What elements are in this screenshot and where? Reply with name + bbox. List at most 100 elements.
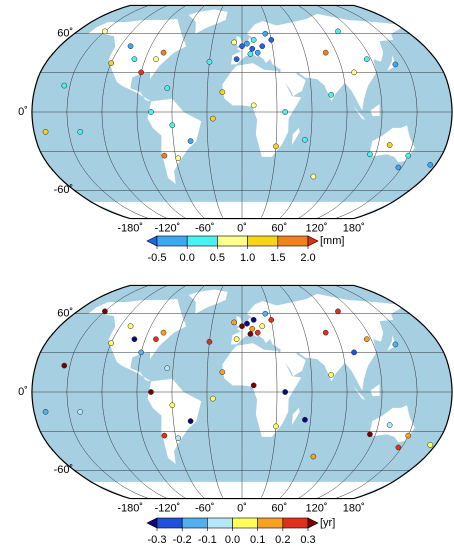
station bbox=[148, 389, 154, 395]
station bbox=[161, 152, 168, 159]
station bbox=[259, 323, 266, 330]
colorbar-tick-label: -0.1 bbox=[198, 534, 217, 546]
colorbar-tick-label: 1.5 bbox=[270, 252, 285, 264]
lon-label: -60˚ bbox=[195, 502, 215, 514]
colorbar-tick-label: 1.0 bbox=[240, 252, 255, 264]
station bbox=[169, 402, 176, 409]
colorbar-unit: [mm] bbox=[320, 235, 344, 247]
station bbox=[231, 39, 237, 46]
station bbox=[244, 320, 250, 327]
land bbox=[352, 105, 366, 120]
station bbox=[310, 173, 317, 180]
station bbox=[127, 323, 134, 330]
station bbox=[250, 102, 257, 109]
station bbox=[164, 85, 171, 92]
station bbox=[351, 69, 357, 76]
station bbox=[268, 37, 275, 43]
station bbox=[138, 69, 145, 76]
colorbar-tick-label: 0.5 bbox=[210, 252, 225, 264]
colorbar-bin bbox=[181, 517, 208, 529]
station bbox=[302, 136, 308, 143]
station bbox=[239, 323, 245, 330]
station bbox=[231, 319, 237, 326]
station bbox=[233, 336, 240, 343]
station bbox=[335, 28, 341, 35]
station bbox=[328, 371, 335, 378]
station bbox=[367, 151, 373, 158]
lon-label: -60˚ bbox=[195, 222, 215, 234]
station bbox=[273, 423, 279, 430]
station bbox=[102, 28, 108, 35]
station bbox=[250, 317, 257, 323]
land bbox=[231, 293, 402, 391]
station bbox=[392, 61, 399, 68]
station bbox=[42, 408, 49, 415]
station bbox=[127, 43, 134, 50]
colorbar-bin bbox=[247, 235, 279, 247]
station bbox=[153, 56, 159, 63]
station bbox=[239, 43, 245, 50]
station bbox=[77, 408, 84, 415]
land bbox=[188, 9, 228, 34]
colorbar-under bbox=[146, 235, 158, 247]
station bbox=[206, 58, 213, 65]
station bbox=[322, 49, 329, 56]
map-frame bbox=[31, 4, 453, 220]
station bbox=[273, 143, 279, 150]
station bbox=[102, 308, 108, 315]
station bbox=[254, 329, 261, 336]
lat-label: 60˚ bbox=[57, 28, 73, 40]
station bbox=[427, 161, 434, 168]
station bbox=[210, 115, 216, 122]
station bbox=[262, 310, 269, 317]
colorbar-tick-label: -0.2 bbox=[173, 534, 192, 546]
station bbox=[108, 60, 114, 66]
station bbox=[250, 382, 257, 389]
colorbar-bin bbox=[277, 235, 309, 247]
lon-label: 180˚ bbox=[343, 502, 365, 514]
station bbox=[175, 435, 182, 442]
station bbox=[148, 109, 154, 115]
lon-label: -180˚ bbox=[117, 222, 143, 234]
station bbox=[249, 45, 256, 52]
station bbox=[77, 128, 84, 135]
station bbox=[363, 336, 370, 343]
station bbox=[322, 329, 329, 336]
map bbox=[31, 284, 453, 500]
station bbox=[108, 340, 114, 346]
colorbar-tick-label: -0.5 bbox=[148, 252, 167, 264]
colorbar-tick-label: 2.0 bbox=[300, 252, 315, 264]
land bbox=[291, 127, 300, 146]
lon-label: 60˚ bbox=[271, 222, 287, 234]
colorbar-bin bbox=[232, 517, 258, 529]
station bbox=[206, 338, 213, 345]
colorbar-unit: [yr] bbox=[320, 517, 335, 529]
station bbox=[259, 43, 266, 50]
land bbox=[231, 13, 402, 111]
station bbox=[249, 325, 256, 332]
colorbar-bin bbox=[282, 517, 309, 529]
land bbox=[188, 289, 228, 314]
colorbar-tick-label: 0.1 bbox=[250, 534, 265, 546]
station bbox=[61, 362, 68, 369]
station bbox=[175, 155, 182, 162]
lat-label: 0˚ bbox=[18, 386, 28, 398]
lon-label: -120˚ bbox=[155, 222, 181, 234]
colorbar-bin bbox=[186, 235, 218, 247]
station bbox=[395, 444, 402, 451]
land bbox=[291, 407, 300, 426]
station bbox=[219, 89, 226, 96]
colorbar-tick-label: 0.2 bbox=[275, 534, 290, 546]
colorbar-tick-label: 0.3 bbox=[300, 534, 315, 546]
land bbox=[387, 335, 397, 352]
lat-label: -60˚ bbox=[54, 184, 74, 196]
land bbox=[352, 385, 366, 400]
land bbox=[88, 18, 187, 102]
station bbox=[160, 49, 167, 56]
station bbox=[395, 164, 402, 171]
station bbox=[282, 389, 289, 395]
station bbox=[250, 37, 257, 43]
land bbox=[370, 384, 380, 396]
station bbox=[210, 395, 216, 402]
station bbox=[386, 422, 393, 428]
